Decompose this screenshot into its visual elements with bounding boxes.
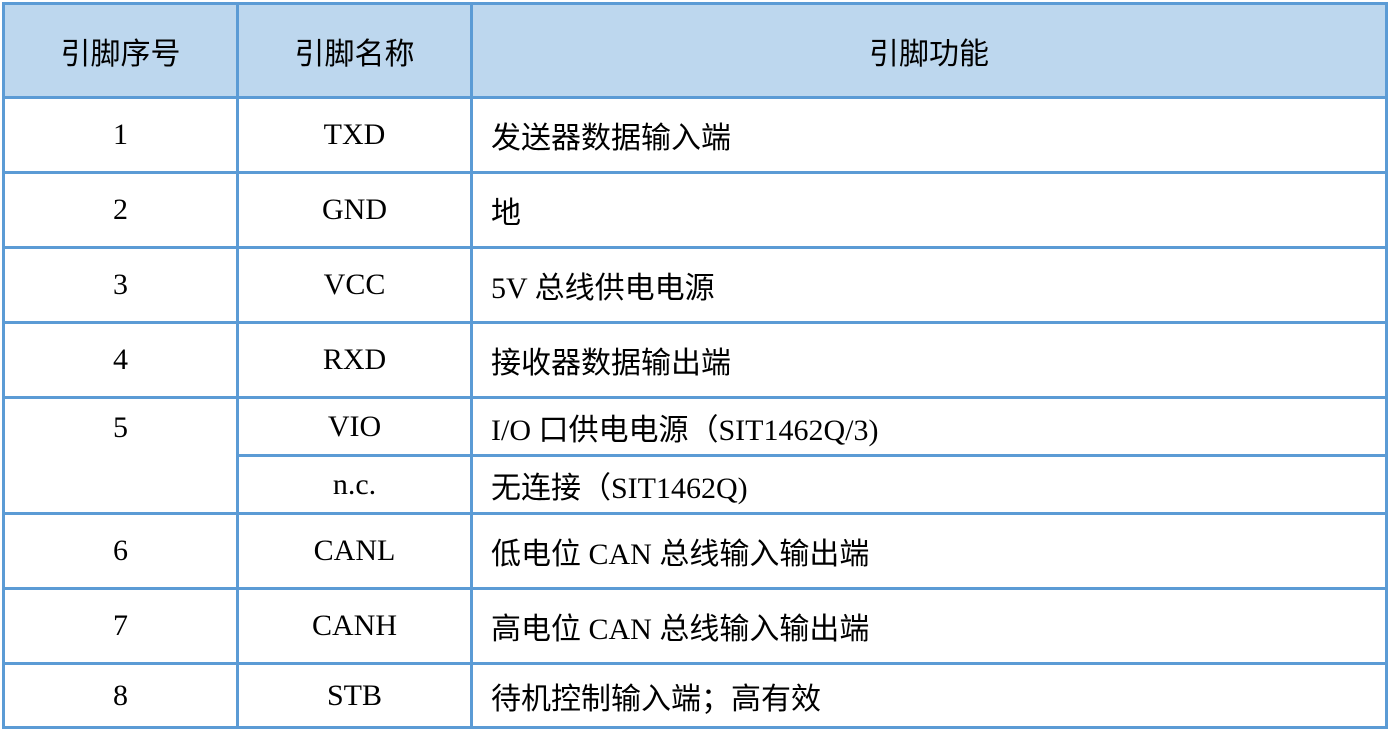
pin-name: STB (236, 662, 473, 729)
pin-number: 5 (2, 396, 239, 515)
pin-name: GND (236, 171, 473, 249)
table-row: 6 CANL 低电位 CAN 总线输入输出端 (2, 512, 1388, 590)
pin-function: 接收器数据输出端 (470, 321, 1388, 399)
table-row: n.c. 无连接（SIT1462Q) (4, 454, 1388, 515)
pin-function: I/O 口供电电源（SIT1462Q/3) (470, 396, 1388, 457)
header-pin-number: 引脚序号 (2, 2, 239, 99)
pin-function: 高电位 CAN 总线输入输出端 (470, 587, 1388, 665)
table-row: 7 CANH 高电位 CAN 总线输入输出端 (2, 587, 1388, 665)
pin-name: VIO (236, 396, 473, 457)
pin-function: 5V 总线供电电源 (470, 246, 1388, 324)
pin-number: 6 (2, 512, 239, 590)
pin-number: 1 (2, 96, 239, 174)
pin-name: RXD (236, 321, 473, 399)
pin-name: VCC (236, 246, 473, 324)
pin-name: n.c. (236, 454, 473, 515)
table-row: 4 RXD 接收器数据输出端 (2, 321, 1388, 399)
header-row: 引脚序号 引脚名称 引脚功能 (2, 2, 1388, 99)
table-row: 2 GND 地 (2, 171, 1388, 249)
pin-number: 8 (2, 662, 239, 729)
table-row: 8 STB 待机控制输入端；高有效 (2, 662, 1388, 729)
table-row: 5 VIO I/O 口供电电源（SIT1462Q/3) (2, 396, 1388, 515)
pin-name: CANL (236, 512, 473, 590)
pin-name: TXD (236, 96, 473, 174)
table-row: 3 VCC 5V 总线供电电源 (2, 246, 1388, 324)
pin-number: 3 (2, 246, 239, 324)
pin-function: 低电位 CAN 总线输入输出端 (470, 512, 1388, 590)
pin-function: 地 (470, 171, 1388, 249)
pin-number: 4 (2, 321, 239, 399)
header-pin-function: 引脚功能 (470, 2, 1388, 99)
table-row: 1 TXD 发送器数据输入端 (2, 96, 1388, 174)
pin-function: 待机控制输入端；高有效 (470, 662, 1388, 729)
pin-function: 发送器数据输入端 (470, 96, 1388, 174)
pin-name: CANH (236, 587, 473, 665)
pin-function: 无连接（SIT1462Q) (470, 454, 1388, 515)
header-pin-name: 引脚名称 (236, 2, 473, 99)
pin-number: 7 (2, 587, 239, 665)
pin-number: 2 (2, 171, 239, 249)
